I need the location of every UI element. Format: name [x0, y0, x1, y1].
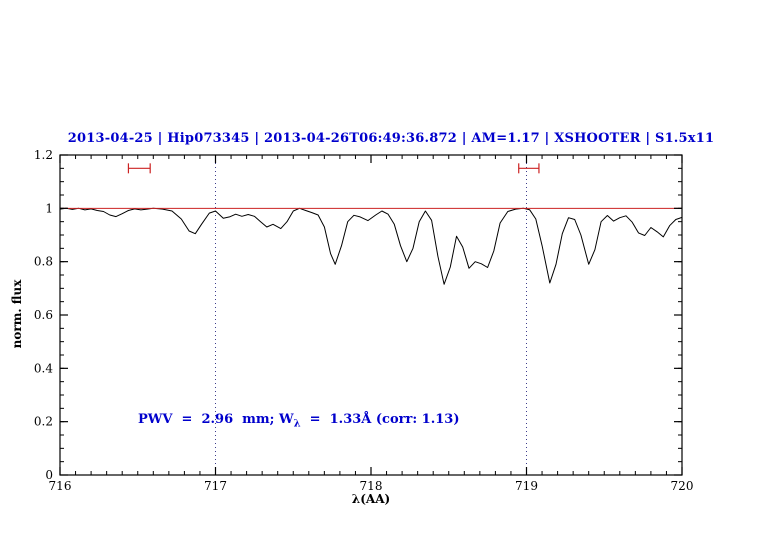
svg-text:0.2: 0.2 [34, 415, 53, 429]
svg-text:1.2: 1.2 [34, 148, 53, 162]
x-axis-label: λ(AA) [351, 492, 391, 506]
svg-text:716: 716 [49, 479, 72, 493]
svg-text:0: 0 [45, 468, 53, 482]
annotation-text-left: PWV = 2.96 mm; W [138, 412, 294, 427]
y-axis-label: norm. flux [10, 279, 24, 349]
plot-title: 2013-04-25 | Hip073345 | 2013-04-26T06:4… [67, 131, 715, 146]
svg-text:1: 1 [45, 201, 53, 215]
svg-text:720: 720 [671, 479, 694, 493]
svg-text:0.4: 0.4 [34, 361, 53, 375]
svg-text:719: 719 [515, 479, 538, 493]
annotation-text-right: = 1.33Å (corr: 1.13) [300, 412, 460, 427]
pwv-annotation: PWV = 2.96 mm; Wλ = 1.33Å (corr: 1.13) [138, 412, 459, 430]
svg-text:0.8: 0.8 [34, 255, 53, 269]
svg-text:718: 718 [360, 479, 383, 493]
annotation-lambda-subscript: λ [293, 418, 301, 430]
svg-text:717: 717 [204, 479, 227, 493]
svg-text:0.6: 0.6 [34, 308, 53, 322]
